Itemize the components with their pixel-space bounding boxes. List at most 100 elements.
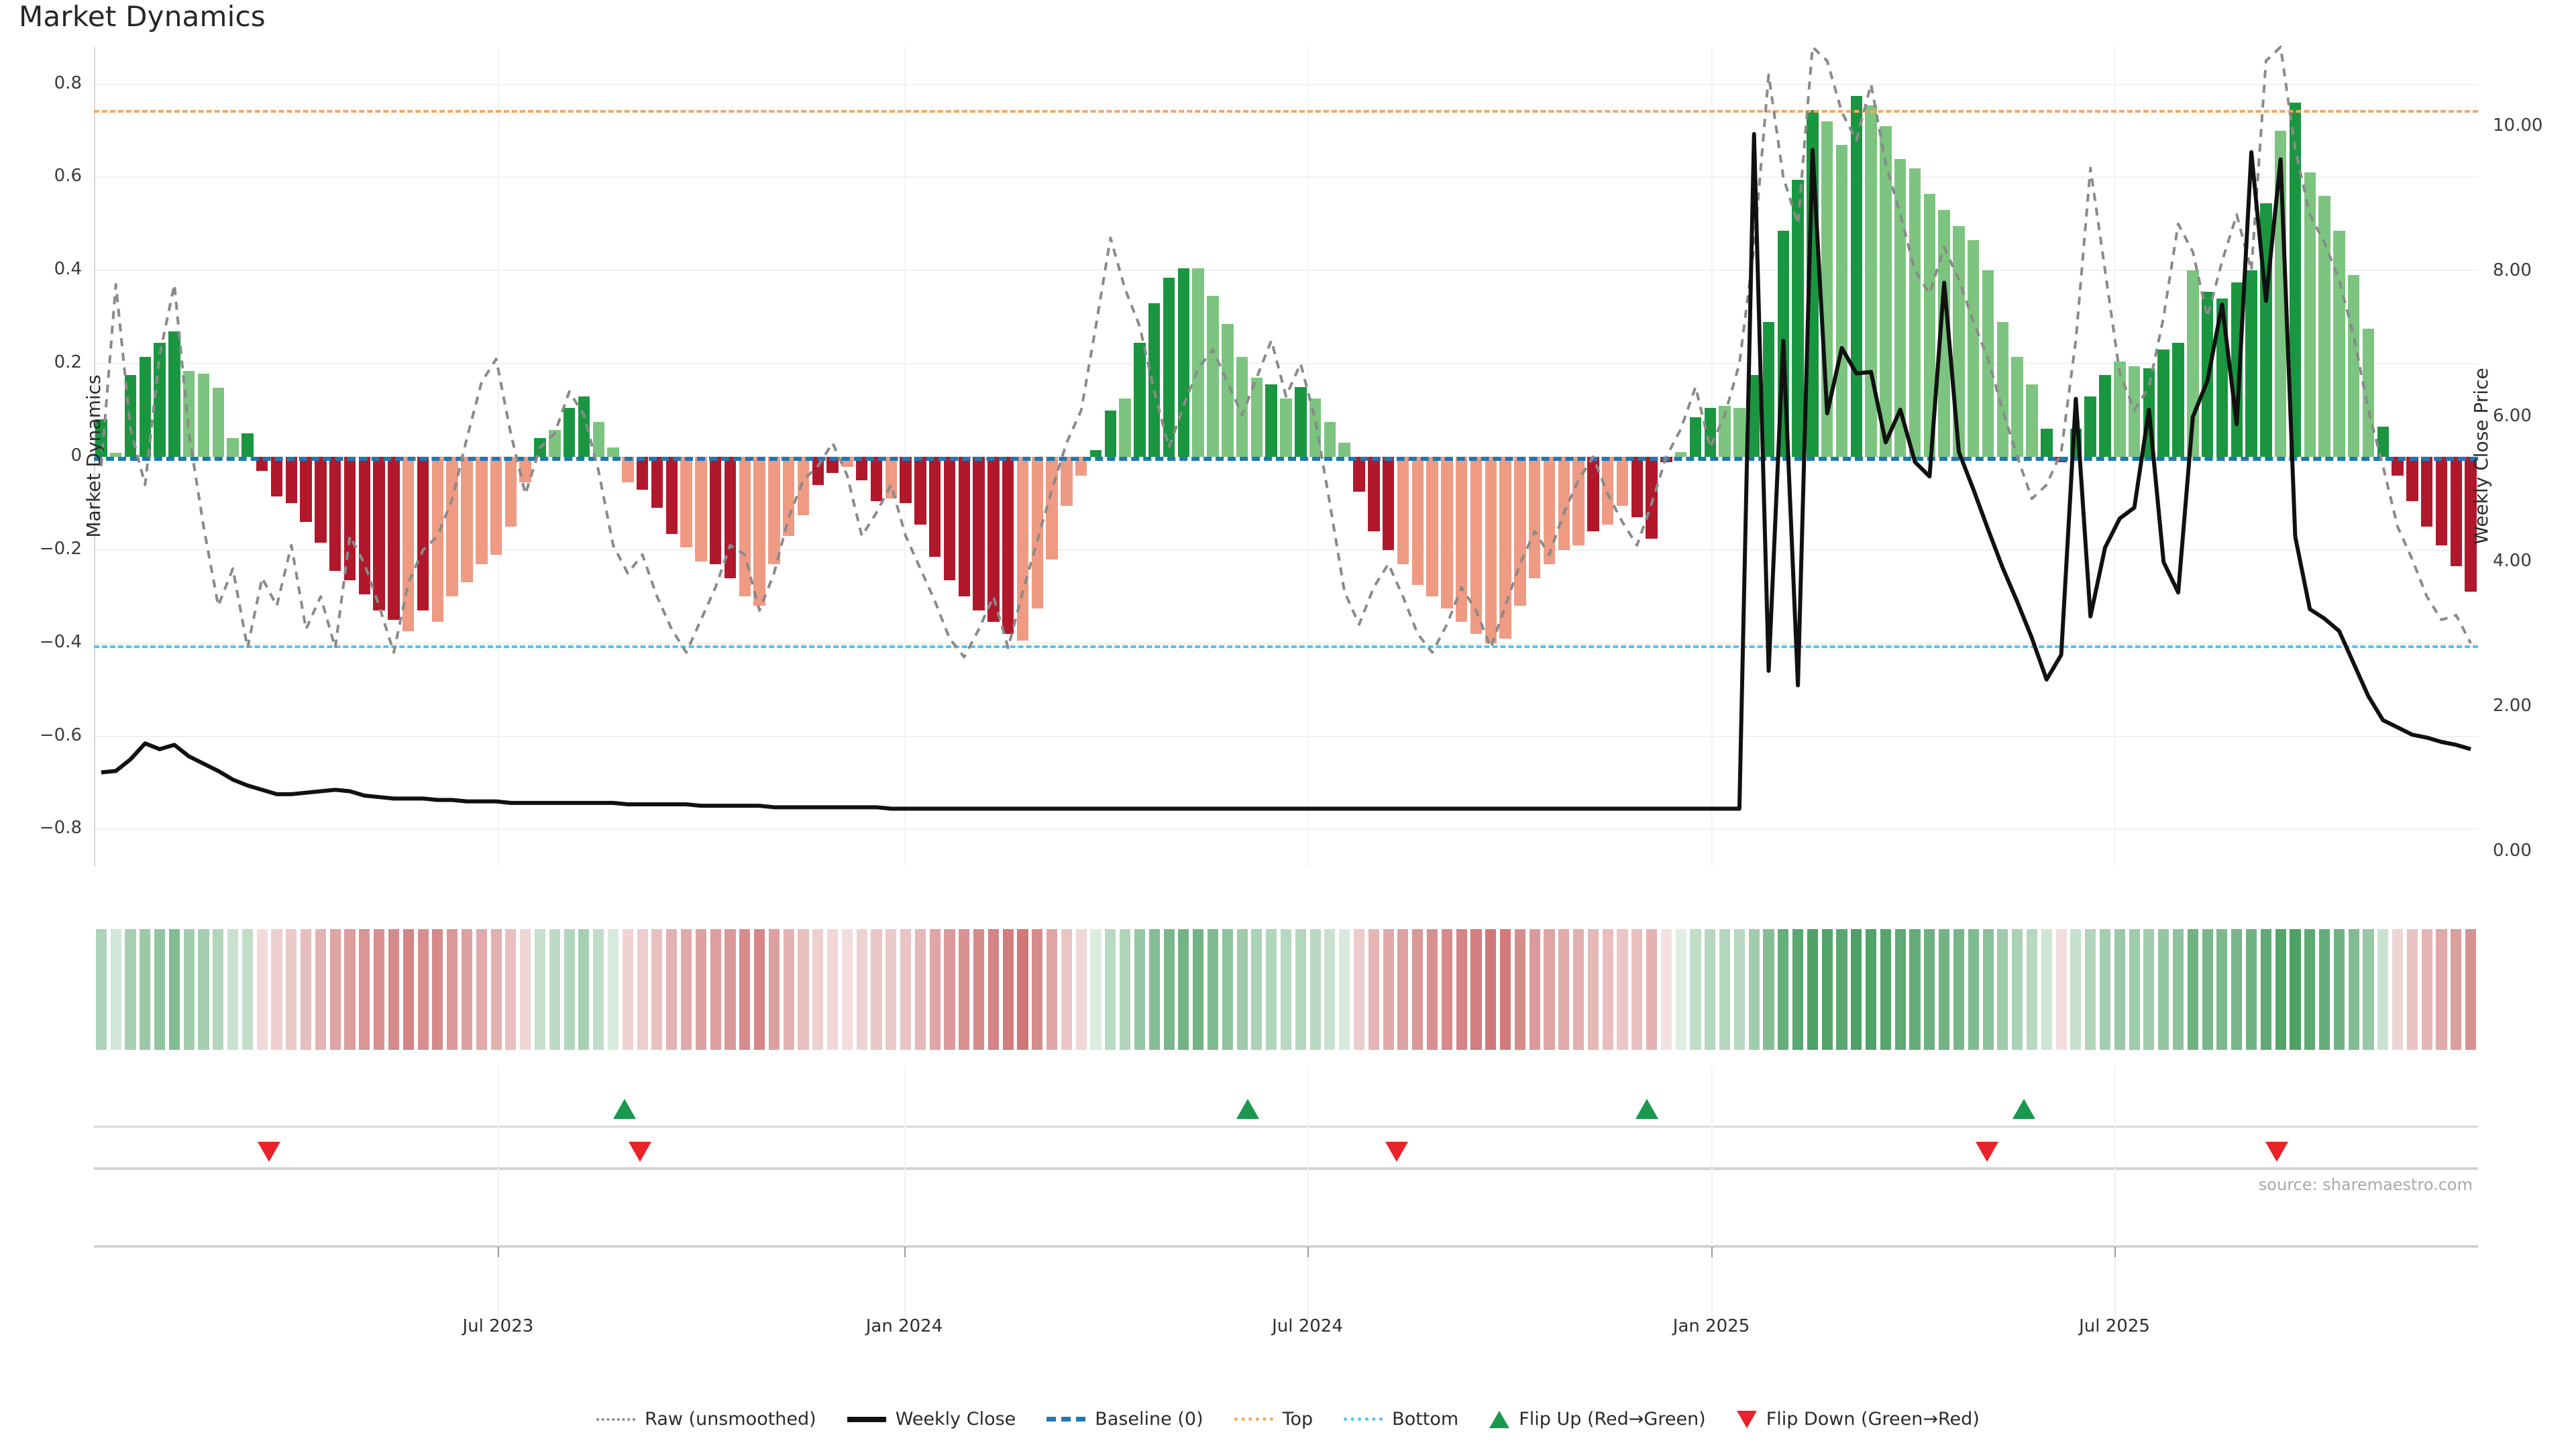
heat-strip-cell[interactable] bbox=[1251, 929, 1263, 1050]
heat-strip-cell[interactable] bbox=[2465, 929, 2477, 1050]
heat-strip-cell[interactable] bbox=[1163, 929, 1175, 1050]
market-dynamics-bar[interactable] bbox=[1558, 457, 1570, 550]
market-dynamics-bar[interactable] bbox=[1689, 417, 1702, 457]
market-dynamics-bar[interactable] bbox=[1338, 443, 1350, 457]
market-dynamics-bar[interactable] bbox=[695, 457, 707, 562]
market-dynamics-bar[interactable] bbox=[1426, 457, 1438, 597]
heat-strip-cell[interactable] bbox=[1763, 929, 1774, 1050]
legend-item[interactable]: Top bbox=[1234, 1409, 1313, 1430]
heat-strip-cell[interactable] bbox=[885, 929, 897, 1050]
heat-strip-cell[interactable] bbox=[1982, 929, 1994, 1050]
market-dynamics-bar[interactable] bbox=[388, 457, 400, 620]
heat-strip-cell[interactable] bbox=[2158, 929, 2169, 1050]
market-dynamics-bar[interactable] bbox=[2392, 457, 2404, 476]
heat-strip-cell[interactable] bbox=[388, 929, 400, 1050]
heat-strip-cell[interactable] bbox=[374, 929, 385, 1050]
market-dynamics-bar[interactable] bbox=[928, 457, 941, 557]
market-dynamics-bar[interactable] bbox=[768, 457, 780, 564]
heat-strip-cell[interactable] bbox=[1836, 929, 1847, 1050]
heat-strip-cell[interactable] bbox=[1412, 929, 1424, 1050]
heat-strip-cell[interactable] bbox=[2245, 929, 2257, 1050]
market-dynamics-bar[interactable] bbox=[2347, 275, 2360, 457]
heat-strip-cell[interactable] bbox=[1558, 929, 1570, 1050]
heat-strip-cell[interactable] bbox=[1280, 929, 1292, 1050]
market-dynamics-bar[interactable] bbox=[900, 457, 912, 504]
heat-strip-cell[interactable] bbox=[1544, 929, 1555, 1050]
heat-strip-cell[interactable] bbox=[1426, 929, 1438, 1050]
heat-strip-cell[interactable] bbox=[1032, 929, 1043, 1050]
legend-item[interactable]: Raw (unsmoothed) bbox=[596, 1409, 816, 1430]
heat-strip-cell[interactable] bbox=[2318, 929, 2330, 1050]
market-dynamics-bar[interactable] bbox=[1324, 421, 1336, 457]
market-dynamics-bar[interactable] bbox=[1382, 457, 1395, 550]
market-dynamics-bar[interactable] bbox=[1411, 457, 1424, 585]
heat-strip-cell[interactable] bbox=[1997, 929, 2008, 1050]
market-dynamics-bar[interactable] bbox=[1119, 398, 1131, 457]
heat-strip-cell[interactable] bbox=[607, 929, 619, 1050]
market-dynamics-bar[interactable] bbox=[2362, 329, 2375, 457]
heat-strip-cell[interactable] bbox=[929, 929, 941, 1050]
flip-up-marker-icon[interactable] bbox=[2012, 1099, 2035, 1119]
heat-strip-cell[interactable] bbox=[1939, 929, 1950, 1050]
heat-strip-cell[interactable] bbox=[2348, 929, 2359, 1050]
heat-strip-cell[interactable] bbox=[1880, 929, 1891, 1050]
market-dynamics-bar[interactable] bbox=[797, 457, 810, 515]
heat-strip-cell[interactable] bbox=[271, 929, 282, 1050]
market-dynamics-bar[interactable] bbox=[914, 457, 926, 525]
heat-strip-cell[interactable] bbox=[1236, 929, 1248, 1050]
heat-strip-cell[interactable] bbox=[1602, 929, 1613, 1050]
market-dynamics-bar[interactable] bbox=[109, 453, 122, 457]
heat-strip-cell[interactable] bbox=[2377, 929, 2389, 1050]
legend-item[interactable]: Flip Down (Green→Red) bbox=[1736, 1409, 1980, 1430]
heat-strip-cell[interactable] bbox=[900, 929, 912, 1050]
market-dynamics-bar[interactable] bbox=[739, 457, 751, 597]
market-dynamics-bar[interactable] bbox=[1762, 321, 1775, 457]
heat-strip-cell[interactable] bbox=[490, 929, 502, 1050]
heat-strip-cell[interactable] bbox=[1456, 929, 1467, 1050]
heat-strip-cell[interactable] bbox=[1353, 929, 1365, 1050]
market-dynamics-bar[interactable] bbox=[1031, 457, 1044, 608]
market-dynamics-bar[interactable] bbox=[753, 457, 765, 606]
flip-up-marker-icon[interactable] bbox=[1236, 1099, 1260, 1119]
market-dynamics-bar[interactable] bbox=[1748, 375, 1760, 457]
market-dynamics-bar[interactable] bbox=[665, 457, 678, 534]
heat-strip-cell[interactable] bbox=[827, 929, 839, 1050]
market-dynamics-bar[interactable] bbox=[315, 457, 327, 543]
market-dynamics-bar[interactable] bbox=[197, 374, 210, 457]
heat-strip-cell[interactable] bbox=[2363, 929, 2374, 1050]
heat-strip-cell[interactable] bbox=[1807, 929, 1818, 1050]
heat-strip-cell[interactable] bbox=[871, 929, 882, 1050]
heat-strip-cell[interactable] bbox=[2290, 929, 2301, 1050]
heat-strip-cell[interactable] bbox=[1690, 929, 1701, 1050]
heat-strip-cell[interactable] bbox=[651, 929, 663, 1050]
heat-strip-cell[interactable] bbox=[812, 929, 824, 1050]
market-dynamics-bar[interactable] bbox=[2465, 457, 2477, 592]
market-dynamics-bar[interactable] bbox=[1909, 168, 1921, 457]
market-dynamics-bar[interactable] bbox=[402, 457, 415, 632]
heat-strip-cell[interactable] bbox=[1178, 929, 1189, 1050]
market-dynamics-bar[interactable] bbox=[373, 457, 385, 611]
heat-strip-cell[interactable] bbox=[1778, 929, 1789, 1050]
heat-strip-cell[interactable] bbox=[1046, 929, 1058, 1050]
market-dynamics-bar[interactable] bbox=[1441, 457, 1453, 608]
heat-strip-cell[interactable] bbox=[1441, 929, 1452, 1050]
heat-strip-cell[interactable] bbox=[1894, 929, 1906, 1050]
market-dynamics-bar[interactable] bbox=[607, 447, 619, 457]
market-dynamics-bar[interactable] bbox=[958, 457, 971, 597]
market-dynamics-bar[interactable] bbox=[1646, 457, 1658, 539]
market-dynamics-bar[interactable] bbox=[1061, 457, 1073, 506]
heat-strip-cell[interactable] bbox=[2041, 929, 2052, 1050]
heat-strip-cell[interactable] bbox=[666, 929, 678, 1050]
heat-strip-cell[interactable] bbox=[1061, 929, 1072, 1050]
heat-strip-cell[interactable] bbox=[447, 929, 458, 1050]
market-dynamics-bar[interactable] bbox=[1996, 321, 2009, 457]
market-dynamics-bar[interactable] bbox=[1104, 410, 1117, 457]
heat-strip-cell[interactable] bbox=[1368, 929, 1379, 1050]
market-dynamics-bar[interactable] bbox=[563, 408, 576, 457]
heat-strip-cell[interactable] bbox=[1485, 929, 1497, 1050]
market-dynamics-bar[interactable] bbox=[1631, 457, 1643, 518]
market-dynamics-bar[interactable] bbox=[1499, 457, 1511, 639]
market-dynamics-bar[interactable] bbox=[2420, 457, 2433, 527]
market-dynamics-bar[interactable] bbox=[1134, 342, 1146, 457]
heat-strip-cell[interactable] bbox=[2216, 929, 2228, 1050]
